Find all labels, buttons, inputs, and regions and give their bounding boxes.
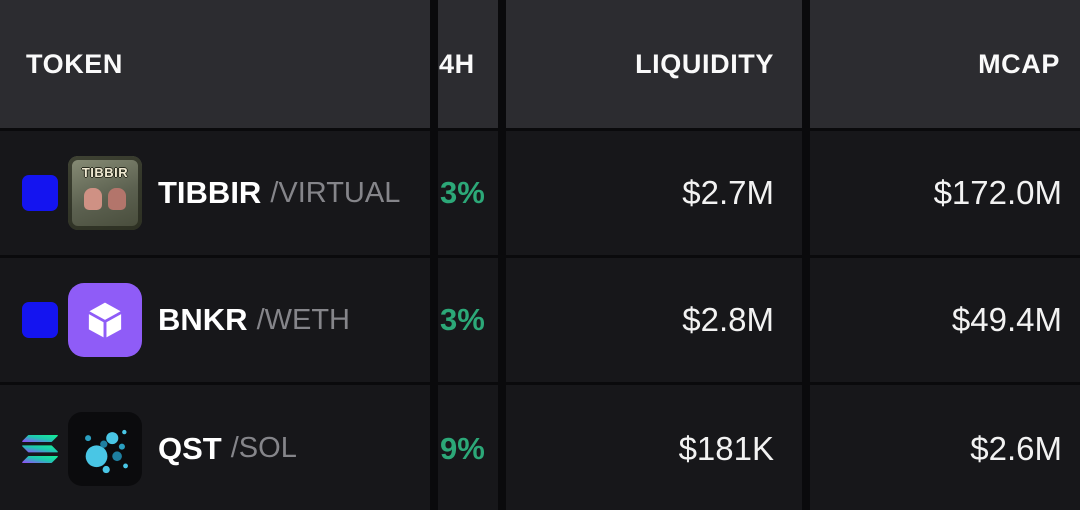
token-symbol: TIBBIR bbox=[158, 175, 262, 210]
blue-square-chain-icon bbox=[22, 175, 58, 211]
change-4h-value: 3% bbox=[440, 175, 485, 210]
solana-logo bbox=[22, 434, 58, 463]
tibbir-avatar-text: TIBBIR bbox=[81, 165, 129, 180]
change-4h-value: 3% bbox=[440, 302, 485, 337]
change-4h-cell: 3% bbox=[438, 258, 498, 382]
liquidity-value: $2.8M bbox=[682, 301, 774, 338]
token-cell: QST /SOL bbox=[0, 385, 430, 510]
column-header-mcap-label: MCAP bbox=[978, 48, 1060, 79]
tibbir-picture-avatar: TIBBIR bbox=[68, 156, 142, 230]
column-header-4h-label: 4H bbox=[439, 48, 475, 79]
box-icon bbox=[88, 302, 122, 338]
token-row-tibbir[interactable]: TIBBIR TIBBIR /VIRTUAL 3% $2.7M $172.0M bbox=[0, 131, 1080, 255]
mcap-value: $49.4M bbox=[951, 301, 1062, 338]
mcap-value: $2.6M bbox=[970, 429, 1062, 467]
liquidity-cell: $2.7M bbox=[506, 131, 802, 255]
liquidity-cell: $181K bbox=[506, 385, 802, 510]
liquidity-value: $181K bbox=[678, 429, 774, 467]
mcap-cell: $172.0M bbox=[810, 131, 1080, 255]
token-symbol: BNKR bbox=[158, 302, 248, 337]
table-header-row: TOKEN 4H LIQUIDITY MCAP bbox=[0, 0, 1080, 128]
column-header-token[interactable]: TOKEN bbox=[0, 0, 430, 128]
token-pair: /VIRTUAL bbox=[270, 176, 401, 209]
token-symbol: QST bbox=[158, 430, 222, 466]
liquidity-cell: $2.8M bbox=[506, 258, 802, 382]
column-header-liquidity[interactable]: LIQUIDITY bbox=[506, 0, 802, 128]
mcap-cell: $49.4M bbox=[810, 258, 1080, 382]
solana-chain-icon bbox=[22, 431, 58, 467]
token-row-qst[interactable]: QST /SOL 9% $181K $2.6M bbox=[0, 385, 1080, 510]
token-pair: /WETH bbox=[256, 303, 350, 336]
column-header-mcap[interactable]: MCAP bbox=[810, 0, 1080, 128]
change-4h-cell: 9% bbox=[438, 385, 498, 510]
white-box-avatar bbox=[68, 283, 142, 357]
column-header-token-label: TOKEN bbox=[26, 48, 124, 79]
column-header-liquidity-label: LIQUIDITY bbox=[635, 48, 774, 79]
dots-cluster-icon bbox=[85, 429, 128, 473]
liquidity-value: $2.7M bbox=[682, 174, 774, 211]
token-cell: TIBBIR TIBBIR /VIRTUAL bbox=[0, 131, 430, 255]
token-row-bnkr[interactable]: BNKR /WETH 3% $2.8M $49.4M bbox=[0, 258, 1080, 382]
column-header-4h[interactable]: 4H bbox=[438, 0, 498, 128]
mcap-cell: $2.6M bbox=[810, 385, 1080, 510]
teal-dots-avatar bbox=[68, 411, 142, 486]
tibbir-avatar-characters bbox=[84, 188, 126, 210]
blue-square-chain-icon bbox=[22, 302, 58, 338]
change-4h-cell: 3% bbox=[438, 131, 498, 255]
change-4h-value: 9% bbox=[440, 430, 485, 466]
token-cell: BNKR /WETH bbox=[0, 258, 430, 382]
mcap-value: $172.0M bbox=[933, 174, 1062, 211]
token-pair: /SOL bbox=[230, 432, 297, 464]
